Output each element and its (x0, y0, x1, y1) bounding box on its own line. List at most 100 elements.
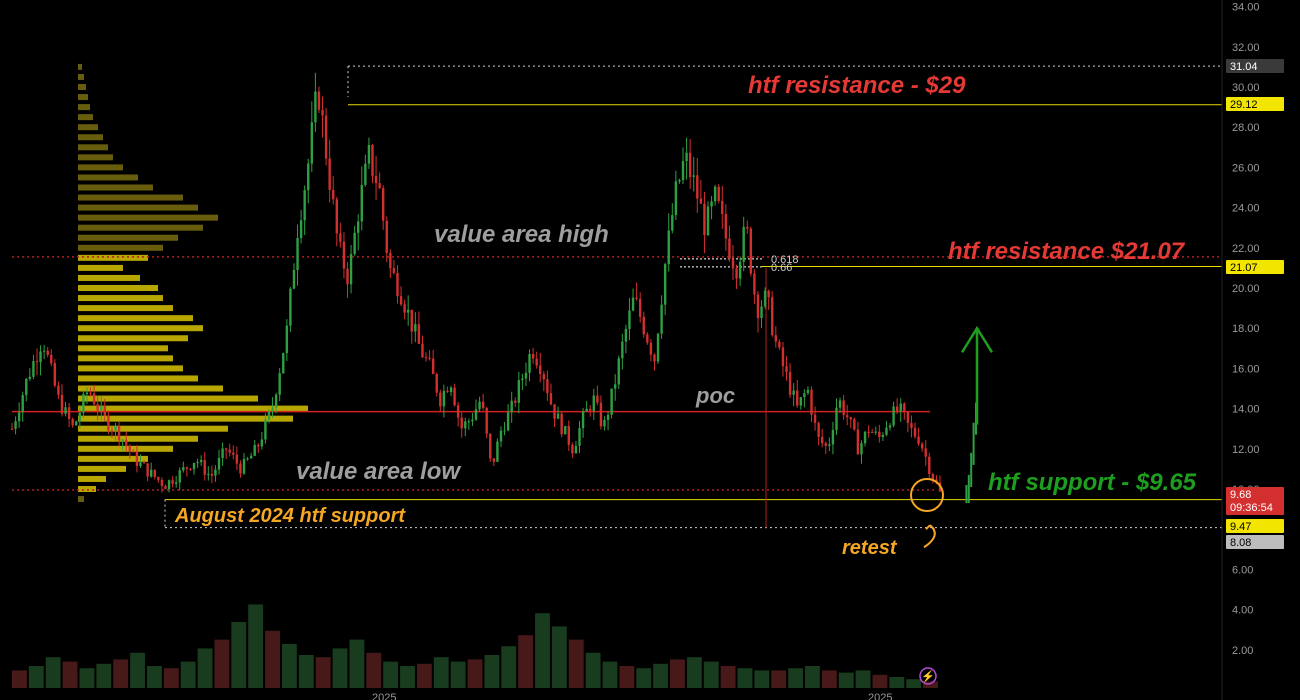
volume-bar (163, 668, 179, 688)
candle-body (349, 254, 353, 285)
candle-body (867, 431, 870, 433)
candle-body (78, 412, 82, 422)
candle-body (553, 404, 556, 419)
candle-body (150, 469, 153, 477)
candle-body (781, 347, 785, 367)
profile-bar (78, 144, 108, 151)
candle-body (214, 469, 217, 476)
candle-body (817, 422, 820, 437)
volume-bar (45, 657, 61, 688)
candle-body (578, 428, 581, 446)
candle-body (539, 365, 542, 375)
candle-body (460, 417, 463, 429)
profile-bar (78, 335, 188, 342)
profile-bar (78, 84, 86, 90)
candle-body (535, 358, 538, 366)
candle-body (142, 462, 146, 464)
candle-body (360, 184, 363, 222)
candle-body (385, 220, 388, 253)
candle-body (32, 361, 35, 377)
y-tick-label: 22.00 (1232, 243, 1260, 255)
profile-bar (78, 94, 88, 101)
retest-label: retest (842, 537, 898, 559)
profile-bar (78, 315, 193, 322)
profile-bar (78, 305, 173, 312)
profile-bar (78, 455, 148, 462)
y-tick-label: 16.00 (1232, 363, 1260, 375)
candle-body (771, 297, 774, 336)
candle-body (117, 425, 121, 441)
candle-body (481, 401, 485, 408)
candle-body (103, 405, 106, 416)
candle-body (471, 419, 474, 422)
candle-body (621, 341, 624, 359)
candle-body (456, 405, 460, 418)
candle-body (574, 445, 578, 454)
profile-bar (78, 325, 203, 332)
candles (10, 72, 977, 504)
volume-bar (619, 666, 635, 688)
candle-body (178, 470, 181, 483)
volume-bar (467, 659, 483, 688)
candle-body (606, 414, 610, 420)
volume-bar (872, 674, 888, 688)
profile-bar (78, 234, 178, 241)
candle-body (610, 388, 613, 415)
candle-body (310, 122, 314, 164)
candle-body (724, 214, 728, 239)
candle-body (446, 390, 449, 393)
candle-body (828, 444, 831, 446)
profile-bar (78, 134, 103, 141)
candle-body (60, 394, 64, 414)
volume-bar (433, 657, 449, 688)
candle-body (653, 354, 656, 362)
candle-body (242, 458, 246, 474)
volume-bar (551, 626, 567, 688)
candle-body (160, 479, 164, 486)
volume-bar (568, 639, 584, 688)
candle-body (85, 392, 89, 395)
profile-bar (78, 184, 153, 191)
candle-body (406, 309, 410, 313)
profile-bar (78, 264, 123, 271)
profile-bar (78, 345, 168, 352)
candle-body (92, 393, 96, 405)
price-tag (1226, 260, 1284, 274)
candle-body (796, 390, 799, 406)
candle-body (399, 296, 403, 305)
profile-bar (78, 114, 93, 121)
candle-body (546, 379, 549, 394)
candle-body (114, 425, 117, 431)
candle-body (599, 402, 603, 427)
candle-body (224, 448, 228, 450)
candle-body (514, 400, 517, 403)
candle-body (299, 220, 303, 239)
candle-body (485, 407, 488, 434)
candle-body (542, 374, 546, 380)
profile-bar (78, 395, 258, 402)
candle-body (228, 449, 231, 453)
candle-body (863, 431, 867, 444)
profile-bar (78, 154, 113, 161)
candle-body (232, 452, 235, 455)
volume-bar (653, 663, 669, 688)
y-tick-label: 4.00 (1232, 605, 1253, 617)
candle-body (617, 358, 620, 385)
volume-bar (855, 670, 871, 688)
volume-bar (400, 666, 415, 688)
candle-body (428, 357, 431, 359)
volume-bar (130, 652, 145, 688)
candle-body (217, 458, 221, 470)
volume-bar (113, 659, 129, 688)
candle-body (913, 427, 917, 437)
x-tick-label: 2025 (868, 692, 892, 700)
candle-body (257, 444, 260, 447)
volume-bar (923, 681, 938, 688)
candle-body (835, 407, 838, 431)
candle-body (842, 400, 845, 416)
candle-body (753, 273, 756, 295)
candle-body (874, 431, 877, 433)
volume-bar (281, 644, 297, 688)
